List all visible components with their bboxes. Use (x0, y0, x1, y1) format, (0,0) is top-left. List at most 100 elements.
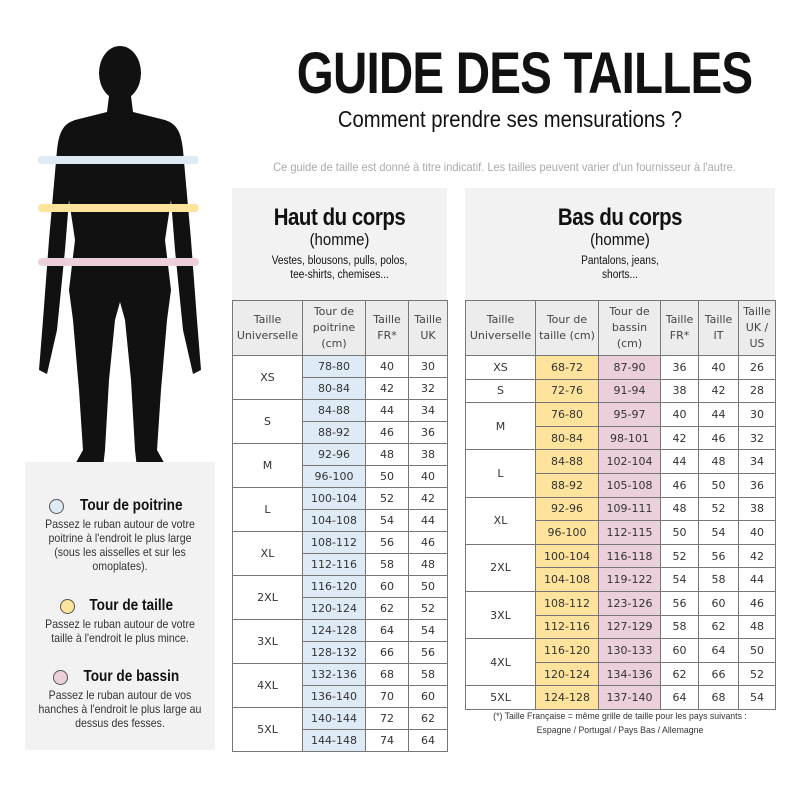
value-cell: 112-116 (535, 614, 599, 640)
value-cell: 80-84 (535, 425, 599, 451)
value-cell: 48 (408, 553, 448, 576)
value-cell: 50 (660, 520, 699, 545)
value-cell: 96-100 (302, 465, 366, 488)
page-title: GUIDE DES TAILLES (296, 41, 753, 106)
table-row: S 72-76 91-94 38 42 28 (465, 378, 776, 404)
table-row: XL 108-112 56 46 (232, 531, 448, 576)
value-cell: 127-129 (598, 614, 661, 640)
footnote-line1: (*) Taille Française = même grille de ta… (493, 711, 747, 722)
value-cell: 50 (698, 472, 739, 498)
footnote-line2: Espagne / Portugal / Pays Bas / Allemagn… (536, 725, 704, 736)
value-cell: 60 (660, 638, 699, 663)
value-cell: 46 (660, 472, 699, 498)
value-cell: 44 (660, 449, 699, 474)
legend-hip: Tour de bassin Passez le ruban autour de… (25, 668, 215, 730)
value-cell: 84-88 (535, 449, 599, 474)
value-cell: 96-100 (535, 520, 599, 545)
size-cell: 5XL (232, 707, 303, 752)
value-cell: 42 (698, 378, 739, 404)
lower-title: Bas du corps (557, 204, 683, 231)
upper-panel-header: Haut du corps (homme) Vestes, blousons, … (232, 188, 447, 300)
value-cell: 36 (738, 472, 776, 498)
value-cell: 64 (660, 685, 699, 710)
value-cell: 134-136 (598, 661, 661, 687)
value-cell: 50 (738, 638, 776, 663)
value-cell: 44 (365, 399, 409, 422)
value-cell: 76-80 (535, 402, 599, 427)
value-cell: 91-94 (598, 378, 661, 404)
value-cell: 42 (660, 425, 699, 451)
value-cell: 120-124 (302, 597, 366, 620)
lower-subtitle: (homme) (590, 230, 650, 249)
size-cell: 2XL (232, 575, 303, 620)
table-row: M 76-80 95-97 40 44 30 (465, 402, 776, 451)
value-cell: 92-96 (302, 443, 366, 466)
value-cell: 66 (698, 661, 739, 687)
value-cell: 58 (408, 663, 448, 686)
value-cell: 54 (660, 567, 699, 592)
legend-waist: Tour de taille Passez le ruban autour de… (25, 597, 215, 645)
value-cell: 124-128 (302, 619, 366, 642)
column-header: Taille UK (408, 300, 448, 356)
value-cell: 102-104 (598, 449, 661, 474)
value-cell: 44 (408, 509, 448, 532)
value-cell: 46 (408, 531, 448, 554)
value-cell: 72-76 (535, 378, 599, 404)
size-cell: 4XL (465, 638, 536, 687)
value-cell: 56 (365, 531, 409, 554)
table-row: 2XL 100-104 116-118 52 56 42 (465, 543, 776, 592)
value-cell: 112-115 (598, 520, 661, 545)
column-header: Taille Universelle (465, 300, 536, 356)
value-cell: 58 (365, 553, 409, 576)
value-cell: 144-148 (302, 729, 366, 752)
size-cell: XS (232, 355, 303, 400)
value-cell: 54 (408, 619, 448, 642)
value-cell: 32 (738, 425, 776, 451)
value-cell: 123-126 (598, 590, 661, 616)
value-cell: 62 (660, 661, 699, 687)
value-cell: 128-132 (302, 641, 366, 664)
value-cell: 74 (365, 729, 409, 752)
table-row: L 100-104 52 42 (232, 487, 448, 532)
table-row: 88-92 105-108 46 50 36 (466, 472, 776, 498)
column-header: Tour de poitrine (cm) (302, 300, 366, 356)
value-cell: 116-118 (598, 543, 661, 569)
value-cell: 38 (660, 378, 699, 404)
value-cell: 130-133 (598, 638, 661, 663)
value-cell: 68 (698, 685, 739, 710)
value-cell: 36 (408, 421, 448, 444)
value-cell: 46 (698, 425, 739, 451)
value-cell: 60 (365, 575, 409, 598)
value-cell: 62 (698, 614, 739, 640)
value-cell: 34 (738, 449, 776, 474)
table-row: 128-132 66 56 (233, 641, 448, 664)
value-cell: 68-72 (535, 355, 599, 380)
legend-text: Passez le ruban autour de votre poitrine… (45, 517, 195, 573)
value-cell: 32 (408, 377, 448, 400)
value-cell: 80-84 (302, 377, 366, 400)
value-cell: 60 (408, 685, 448, 708)
value-cell: 104-108 (302, 509, 366, 532)
value-cell: 72 (365, 707, 409, 730)
value-cell: 104-108 (535, 567, 599, 592)
legend-title: Tour de bassin (83, 668, 179, 685)
table-row: XS 78-80 40 30 (232, 355, 448, 400)
value-cell: 58 (660, 614, 699, 640)
value-cell: 64 (698, 638, 739, 663)
value-cell: 26 (738, 355, 776, 380)
value-cell: 136-140 (302, 685, 366, 708)
value-cell: 70 (365, 685, 409, 708)
value-cell: 87-90 (598, 355, 661, 380)
value-cell: 40 (365, 355, 409, 378)
legend-chest: Tour de poitrine Passez le ruban autour … (25, 497, 215, 573)
value-cell: 48 (698, 449, 739, 474)
size-cell: 5XL (465, 685, 536, 710)
table-row: 4XL 132-136 68 58 (232, 663, 448, 708)
table-row: 136-140 70 60 (233, 685, 448, 708)
table-row: M 92-96 48 38 (232, 443, 448, 488)
value-cell: 88-92 (535, 472, 599, 498)
size-cell: 3XL (465, 590, 536, 640)
lower-desc: Pantalons, jeans, shorts... (581, 255, 659, 281)
table-row: S 84-88 44 34 (232, 399, 448, 444)
disclaimer-note: Ce guide de taille est donné à titre ind… (273, 160, 736, 174)
